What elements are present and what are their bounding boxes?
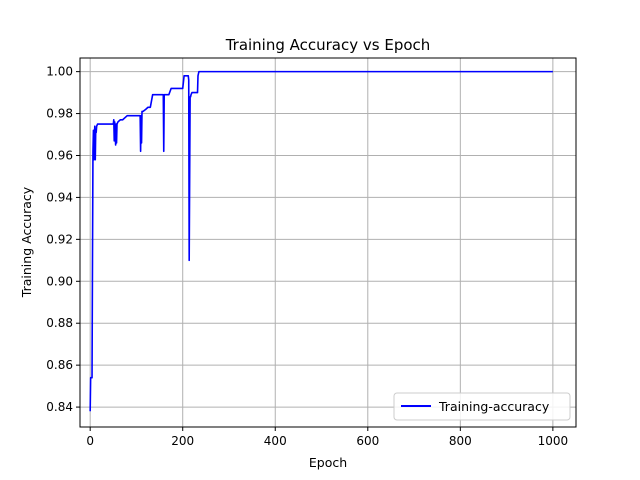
legend: Training-accuracy [393,392,571,421]
y-tick-label: 0.92 [46,232,73,246]
y-tick-label: 0.86 [46,358,73,372]
y-tick-label: 0.98 [46,107,73,121]
y-axis-label: Training Accuracy [19,186,34,298]
y-tick-label: 0.84 [46,400,73,414]
y-tick-label: 0.96 [46,148,73,162]
x-tick-label: 0 [86,434,94,448]
y-axis-ticks: 0.84 0.86 0.88 0.90 0.92 0.94 0.96 0.98 1.00 [46,65,80,414]
chart-title: Training Accuracy vs Epoch [225,36,431,54]
series-line-training-accuracy [89,70,553,412]
x-axis-label: Epoch [309,455,347,470]
y-tick-label: 0.94 [46,190,73,204]
legend-box [393,392,571,421]
x-tick-label: 1000 [538,434,569,448]
y-tick-label: 1.00 [46,65,73,79]
x-tick-label: 800 [449,434,472,448]
x-tick-label: 600 [356,434,379,448]
y-tick-label: 0.88 [46,316,73,330]
series-layer [89,70,553,412]
plot-frame [79,57,577,428]
x-tick-label: 200 [171,434,194,448]
x-tick-label: 400 [264,434,287,448]
x-axis-ticks: 0 200 400 600 800 1000 [86,427,568,448]
legend-label: Training-accuracy [438,399,550,414]
y-tick-label: 0.90 [46,274,73,288]
